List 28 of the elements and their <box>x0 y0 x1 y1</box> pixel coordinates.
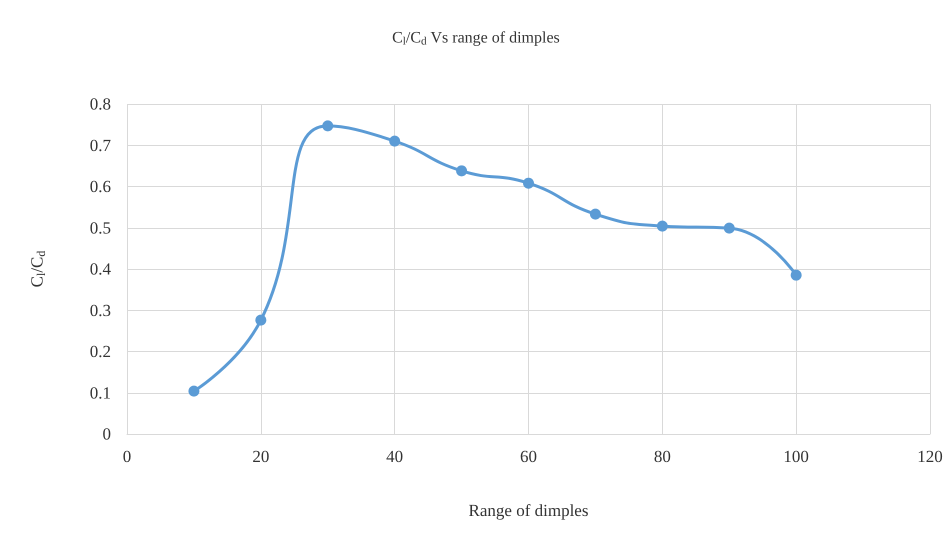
point <box>188 386 200 397</box>
y-tick-label: 0.2 <box>90 342 111 361</box>
point <box>724 222 735 234</box>
y-tick-label: 0 <box>102 424 111 444</box>
point <box>322 120 334 132</box>
x-tick-label: 0 <box>122 447 132 466</box>
point <box>590 208 601 220</box>
x-tick-label: 100 <box>783 447 809 466</box>
point <box>456 165 468 176</box>
x-tick-label: 120 <box>917 447 943 466</box>
x-tick-label: 60 <box>520 447 537 466</box>
y-axis-title: Cl/Cd <box>28 250 48 288</box>
y-tick-label: 0.1 <box>90 383 111 402</box>
point <box>523 178 534 189</box>
point <box>389 136 400 147</box>
point <box>255 314 266 326</box>
point <box>656 220 668 232</box>
y-tick-label: 0.4 <box>90 260 112 278</box>
y-tick-label: 0.3 <box>90 300 111 320</box>
y-tick-label: 0.7 <box>90 136 112 155</box>
x-tick-label: 40 <box>386 447 404 466</box>
x-axis-title: Range of dimples <box>468 501 588 520</box>
y-tick-label: 0.5 <box>90 218 111 238</box>
y-tick-label: 0.6 <box>90 177 111 196</box>
y-tick-label: 0.8 <box>90 94 111 114</box>
x-tick-label: 20 <box>252 447 270 466</box>
x-tick-label: 80 <box>654 447 671 466</box>
point <box>790 270 802 281</box>
